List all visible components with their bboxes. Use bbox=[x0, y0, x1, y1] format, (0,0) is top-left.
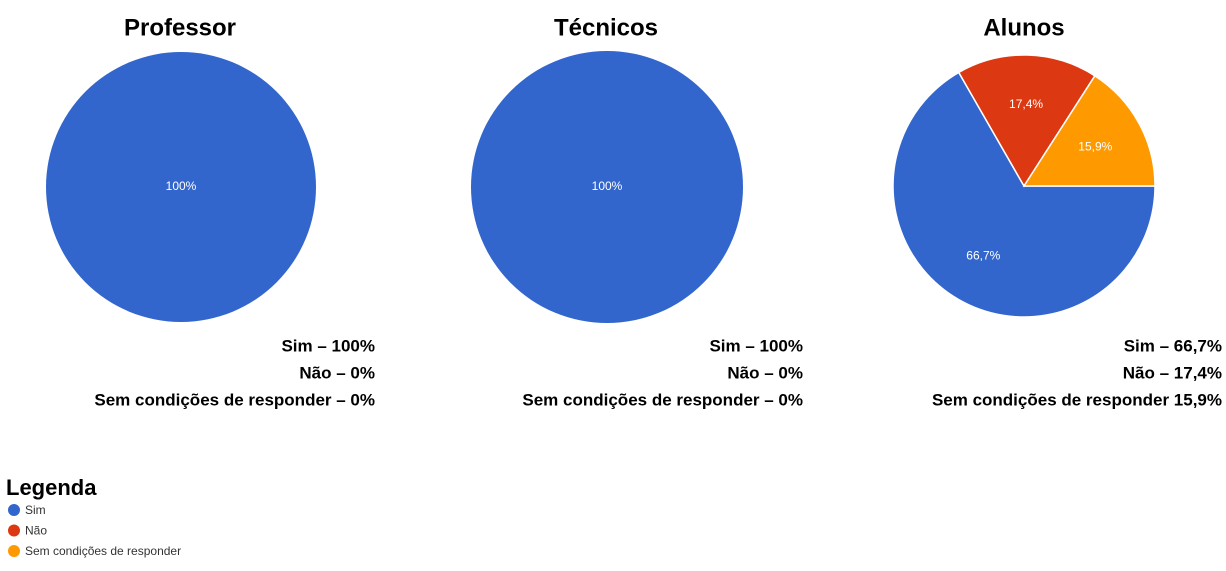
annotation: Sem condições de responder – 0% bbox=[522, 390, 803, 409]
pie-slice bbox=[471, 51, 743, 323]
slice-label: 66,7% bbox=[966, 248, 1000, 262]
annotation: Sim – 100% bbox=[709, 336, 803, 355]
legend-swatch bbox=[8, 545, 20, 557]
slice-label: 15,9% bbox=[1078, 139, 1112, 153]
pie-slice bbox=[892, 71, 1156, 318]
legend-swatch bbox=[8, 504, 20, 516]
annotation: Sem condições de responder 15,9% bbox=[932, 390, 1222, 409]
pie-chart: Alunos 66,7% 17,4% 15,9% Sim – 66,7% Não – 17… bbox=[892, 14, 1222, 409]
pie-slice bbox=[957, 54, 1096, 188]
legend-entry: Sem condições de responder bbox=[25, 544, 181, 558]
annotation: Não – 17,4% bbox=[1123, 363, 1222, 382]
pie-chart: Professor 100% Sim – 100% Não – 0% Sem condi… bbox=[46, 14, 375, 409]
legend-entry: Sim bbox=[25, 503, 46, 517]
pie-slice bbox=[46, 52, 316, 322]
legend-swatch bbox=[8, 524, 20, 537]
annotation: Sim – 66,7% bbox=[1124, 336, 1222, 355]
pie-chart: Técnicos 100% Sim – 100% Não – 0% Sem condiç… bbox=[471, 14, 803, 409]
annotation: Sim – 100% bbox=[281, 336, 375, 355]
legend-entry: Não bbox=[25, 524, 47, 538]
slice-label: 100% bbox=[166, 179, 197, 193]
annotation: Não – 0% bbox=[727, 363, 803, 382]
pie-slice bbox=[1022, 74, 1156, 187]
annotation: Sem condições de responder – 0% bbox=[94, 390, 375, 409]
slice-label: 17,4% bbox=[1009, 97, 1043, 111]
chart-title: Alunos bbox=[983, 14, 1064, 41]
chart-title: Técnicos bbox=[554, 14, 658, 41]
legend-title: Legenda bbox=[6, 475, 97, 500]
chart-title: Professor bbox=[124, 14, 236, 41]
annotation: Não – 0% bbox=[299, 363, 375, 382]
slice-label: 100% bbox=[592, 179, 623, 193]
